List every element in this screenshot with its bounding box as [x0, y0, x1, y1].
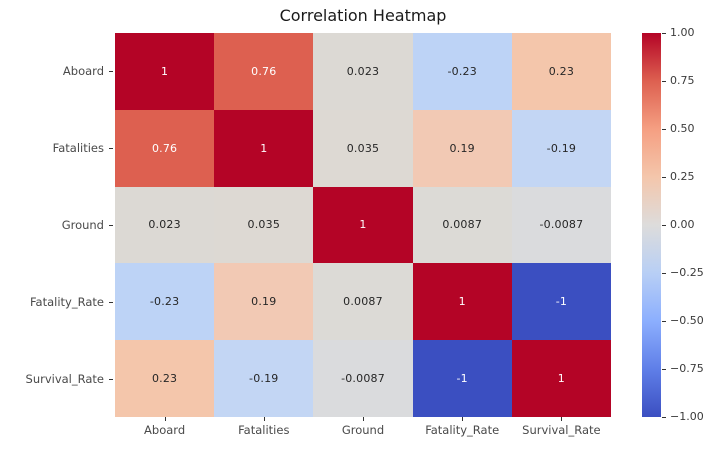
heatmap-cell: -0.23: [412, 33, 512, 110]
heatmap-cell: 0.035: [313, 109, 413, 187]
y-axis-label: Aboard: [62, 64, 104, 79]
heatmap-cell: 0.0087: [313, 263, 413, 341]
y-tick-mark: [109, 225, 113, 226]
heatmap-cell: -0.0087: [511, 186, 611, 264]
heatmap-cell: 0.76: [214, 33, 314, 110]
colorbar-tick-mark: [662, 321, 666, 322]
x-axis-label: Fatality_Rate: [425, 423, 500, 437]
heatmap-cell: 0.76: [115, 109, 215, 187]
x-axis-label: Aboard: [144, 423, 186, 437]
y-tick-mark: [109, 378, 113, 380]
heatmap-cell: 0.19: [214, 263, 314, 341]
colorbar-tick-label: 0.00: [670, 218, 695, 231]
colorbar-gradient: [642, 33, 661, 417]
colorbar-tick-label: 0.50: [670, 122, 695, 135]
heatmap-cell: -0.19: [214, 340, 314, 417]
heatmap-cell: 1: [511, 340, 611, 417]
x-tick-mark: [363, 417, 364, 421]
heatmap-cell: 1: [115, 33, 215, 110]
heatmap-cell: -1: [511, 263, 611, 341]
x-tick-mark: [164, 417, 166, 421]
x-tick-mark: [561, 417, 563, 421]
heatmap-cell: -0.0087: [313, 340, 413, 417]
colorbar-tick-label: 0.25: [670, 170, 695, 183]
y-tick-mark: [109, 71, 113, 73]
heatmap-cell: 0.23: [115, 340, 215, 417]
heatmap-cell: -1: [412, 340, 512, 417]
colorbar-tick-label: −0.25: [670, 266, 704, 279]
y-axis-label: Survival_Rate: [25, 371, 104, 386]
x-axis-label: Fatalities: [238, 423, 290, 437]
colorbar-tick-mark: [662, 273, 666, 274]
heatmap-cell: 0.023: [313, 33, 413, 110]
colorbar-tick-label: 0.75: [670, 74, 695, 87]
x-tick-mark: [263, 417, 265, 421]
y-tick-mark: [109, 301, 113, 303]
colorbar-tick-label: −0.50: [670, 314, 704, 327]
chart-title: Correlation Heatmap: [279, 6, 447, 25]
colorbar-tick-mark: [662, 225, 666, 226]
colorbar-tick-mark: [662, 417, 666, 418]
heatmap-grid: 1 0.76 0.023 -0.23 0.23 0.76 1 0.035 0.19 -0.19 0.…: [115, 33, 611, 417]
heatmap-cell: 1: [214, 109, 314, 187]
colorbar-tick-label: 1.00: [670, 26, 695, 39]
colorbar-tick-mark: [662, 81, 666, 82]
y-tick-mark: [109, 148, 113, 150]
colorbar-tick-label: −1.00: [670, 410, 704, 423]
colorbar-tick-mark: [662, 33, 666, 34]
heatmap-cell: -0.19: [511, 109, 611, 187]
heatmap-cell: 1: [412, 263, 512, 341]
heatmap-cell: 0.035: [214, 186, 314, 264]
heatmap-cell: 0.23: [511, 33, 611, 110]
colorbar-tick-mark: [662, 129, 666, 130]
x-axis-label: Survival_Rate: [522, 423, 601, 437]
heatmap-cell: 0.0087: [412, 186, 512, 264]
colorbar-tick-mark: [662, 369, 666, 370]
x-axis-label: Ground: [341, 423, 385, 437]
y-axis-label: Ground: [61, 218, 104, 232]
heatmap-cell: 0.19: [412, 109, 512, 187]
heatmap-cell: -0.23: [115, 263, 215, 341]
y-axis-label: Fatalities: [52, 141, 104, 156]
x-tick-mark: [462, 417, 464, 421]
heatmap-cell: 0.023: [115, 186, 215, 264]
colorbar-tick-mark: [662, 177, 666, 178]
heatmap-cell: 1: [313, 186, 413, 264]
colorbar-tick-label: −0.75: [670, 362, 704, 375]
y-axis-label: Fatality_Rate: [30, 294, 104, 309]
